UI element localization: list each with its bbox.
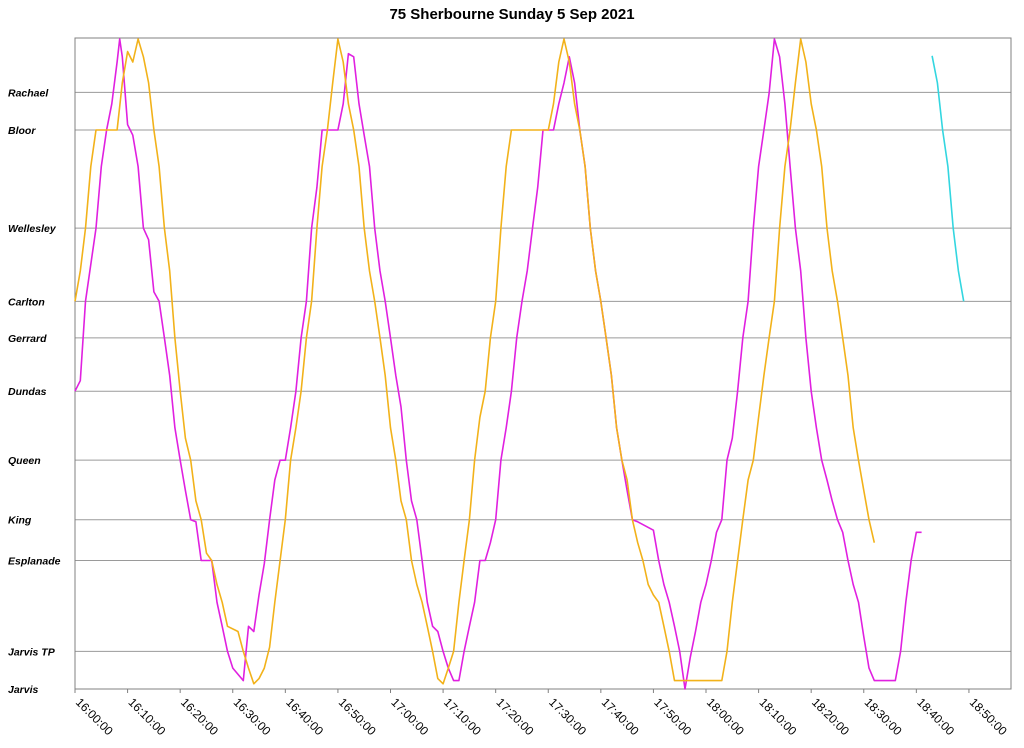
y-tick-label: Jarvis TP [8,646,56,658]
x-tick-label: 18:20:00 [809,695,852,738]
y-tick-label: Carlton [8,296,45,308]
x-tick-label: 16:50:00 [336,695,379,738]
x-tick-label: 18:10:00 [756,695,799,738]
y-tick-label: Dundas [8,386,47,398]
x-tick-label: 16:00:00 [73,695,116,738]
y-tick-label: Queen [8,455,41,467]
series-line-1 [74,38,922,690]
x-tick-label: 17:20:00 [494,695,537,738]
x-tick-label: 16:20:00 [178,695,221,738]
x-tick-label: 16:40:00 [283,695,326,738]
x-tick-labels: 16:00:00 16:10:00 16:20:00 16:30:00 16:40:00… [73,689,1010,738]
plot-frame [74,37,1012,690]
x-tick-label: 18:50:00 [967,695,1010,738]
y-tick-label: Gerrard [8,333,47,345]
x-tick-label: 17:00:00 [388,695,431,738]
x-tick-label: 18:00:00 [704,695,747,738]
y-tick-labels: Jarvis Jarvis TP Esplanade King Queen Dundas G… [8,87,61,696]
x-tick-label: 17:10:00 [441,695,484,738]
y-tick-label: King [8,515,32,527]
x-tick-label: 17:30:00 [546,695,589,738]
grid-layer [75,91,1011,652]
x-tick-label: 18:30:00 [862,695,905,738]
x-tick-label: 16:30:00 [231,695,274,738]
x-tick-label: 17:50:00 [651,695,694,738]
series-layer [74,38,965,690]
x-tick-label: 16:10:00 [125,695,168,738]
y-tick-label: Jarvis [8,684,39,696]
x-tick-label: 17:40:00 [599,695,642,738]
series-line-3 [931,55,965,302]
series-line-2 [74,38,876,685]
y-tick-label: Bloor [8,125,36,137]
y-tick-label: Esplanade [8,555,61,567]
chart-title: 75 Sherbourne Sunday 5 Sep 2021 [389,6,635,23]
y-tick-label: Wellesley [8,223,57,235]
x-tick-label: 18:40:00 [914,695,957,738]
y-tick-label: Rachael [8,87,49,99]
